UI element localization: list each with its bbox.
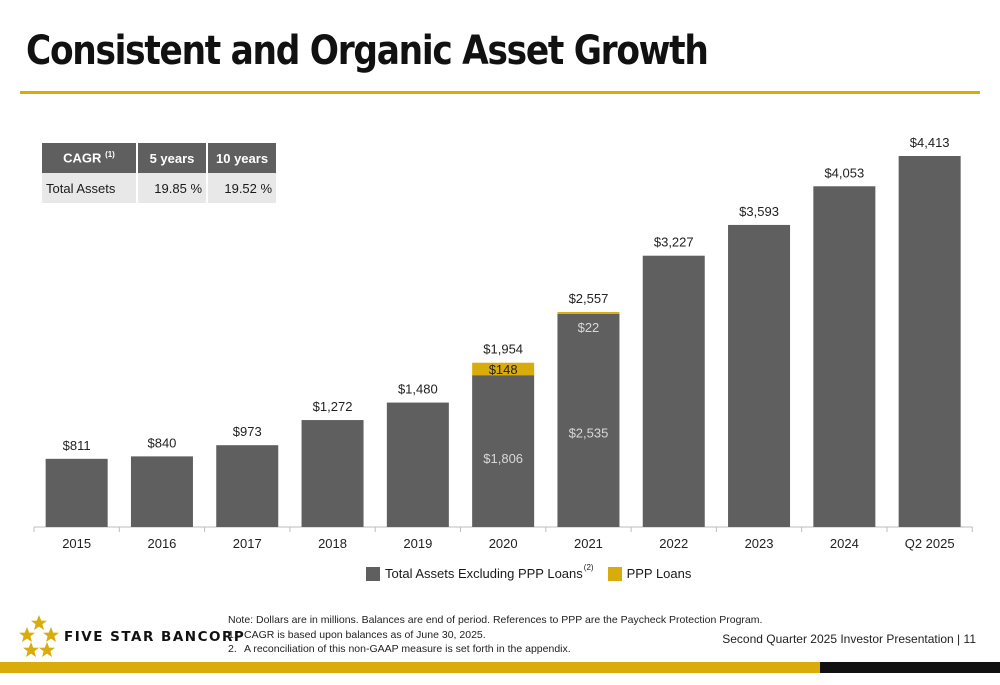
x-tick-label-2021: 2021 (574, 536, 603, 551)
legend-label-ppp: PPP Loans (626, 566, 692, 581)
x-tick-label-2020: 2020 (489, 536, 518, 551)
bar-ppp-2021 (557, 312, 620, 314)
cagr-header-text: CAGR (63, 150, 102, 166)
x-tick-label-2019: 2019 (403, 536, 432, 551)
segment-label-3: $22 (578, 320, 600, 335)
total-label-2022: $3,227 (654, 235, 694, 250)
x-tick-label-2023: 2023 (745, 536, 774, 551)
cagr-table-row: Total Assets 19.85 % 19.52 % (42, 173, 277, 203)
total-label-2020: $1,954 (483, 342, 523, 357)
x-tick-label-2015: 2015 (62, 536, 91, 551)
presentation-footer: Second Quarter 2025 Investor Presentatio… (722, 632, 976, 646)
cagr-row-label: Total Assets (42, 173, 138, 203)
legend-sup: (2) (583, 563, 594, 572)
footnote-1: 1. CAGR is based upon balances as of Jun… (228, 628, 762, 643)
footnote-2-number: 2. (228, 643, 237, 655)
presentation-name: Second Quarter 2025 Investor Presentatio… (722, 632, 961, 646)
footnotes: Note: Dollars are in millions. Balances … (228, 613, 762, 657)
total-label-2018: $1,272 (313, 399, 353, 414)
total-label-2019: $1,480 (398, 382, 438, 397)
company-name: FIVE STAR BANCORP (64, 629, 246, 645)
bar-total-assets-2021 (557, 313, 620, 527)
total-label-2023: $3,593 (739, 204, 779, 219)
cagr-header-sup: (1) (105, 150, 115, 160)
x-tick-label-2024: 2024 (830, 536, 859, 551)
legend-item-total-assets: Total Assets Excluding PPP Loans (2) (366, 563, 594, 581)
footnote-1-text: CAGR is based upon balances as of June 3… (244, 628, 486, 641)
legend-swatch-gold (607, 566, 622, 581)
x-tick-label-2016: 2016 (147, 536, 176, 551)
bar-total-assets-2016 (130, 456, 193, 527)
footer-bar-black (820, 662, 1000, 673)
bar-total-assets-2020 (472, 375, 535, 527)
total-label-2016: $840 (147, 435, 176, 450)
x-tick-label-Q2-2025: Q2 2025 (905, 536, 955, 551)
company-logo: FIVE STAR BANCORP (18, 613, 245, 661)
cagr-header-10yr: 10 years (207, 143, 277, 173)
cagr-row-10yr: 19.52 % (207, 173, 277, 203)
title-underline (20, 91, 980, 94)
bar-total-assets-2017 (216, 445, 279, 527)
cagr-header-5yr: 5 years (137, 143, 208, 173)
segment-label-0: $1,806 (483, 451, 523, 466)
total-label-2024: $4,053 (824, 165, 864, 180)
stars-icon (19, 615, 59, 657)
bar-total-assets-Q2-2025 (898, 156, 961, 527)
bar-ppp-2020 (472, 362, 535, 376)
footnote-2: 2. A reconciliation of this non-GAAP mea… (228, 642, 762, 657)
total-label-2015: $811 (63, 438, 91, 453)
footer-bar-gold (0, 662, 820, 673)
cagr-header-label: CAGR (1) (42, 143, 138, 173)
segment-label-1: $148 (489, 362, 518, 377)
bar-total-assets-2015 (45, 458, 108, 527)
bar-total-assets-2019 (386, 402, 449, 527)
total-label-2017: $973 (233, 424, 262, 439)
cagr-table: CAGR (1) 5 years 10 years Total Assets 1… (42, 143, 277, 203)
footnote-note: Note: Dollars are in millions. Balances … (228, 614, 763, 626)
legend-item-ppp: PPP Loans (607, 566, 692, 581)
legend-label-total-assets: Total Assets Excluding PPP Loans (385, 566, 583, 581)
x-tick-label-2018: 2018 (318, 536, 347, 551)
footnote-2-text: A reconciliation of this non-GAAP measur… (244, 643, 571, 655)
bar-total-assets-2024 (813, 186, 876, 527)
page-number: 11 (963, 632, 976, 646)
bar-total-assets-2022 (642, 255, 705, 527)
chart-legend: Total Assets Excluding PPP Loans (2) PPP… (366, 563, 705, 581)
cagr-table-header-row: CAGR (1) 5 years 10 years (42, 143, 277, 173)
bar-total-assets-2023 (728, 224, 791, 527)
x-tick-label-2017: 2017 (233, 536, 262, 551)
asset-growth-chart: $811 2015 $840 2016 $973 2017 $1,272 2018 $1,480… (33, 135, 973, 551)
page-title: Consistent and Organic Asset Growth (26, 28, 709, 74)
total-label-2021: $2,557 (569, 291, 609, 306)
footnote-1-number: 1. (228, 628, 237, 641)
x-tick-label-2022: 2022 (659, 536, 688, 551)
cagr-row-5yr: 19.85 % (137, 173, 208, 203)
segment-label-2: $2,535 (569, 425, 609, 440)
total-label-Q2-2025: $4,413 (910, 135, 950, 150)
bar-total-assets-2018 (301, 420, 364, 527)
legend-swatch-gray (366, 566, 380, 581)
